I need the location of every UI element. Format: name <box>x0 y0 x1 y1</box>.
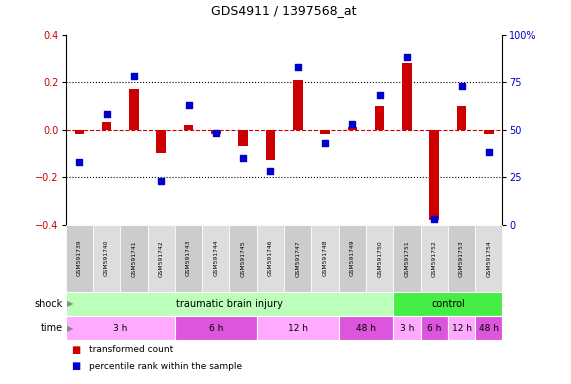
Point <box>348 121 357 127</box>
Text: GSM591751: GSM591751 <box>404 240 409 276</box>
Bar <box>457 106 467 130</box>
Text: 12 h: 12 h <box>452 324 472 333</box>
Bar <box>320 130 330 134</box>
Text: GSM591739: GSM591739 <box>77 240 82 276</box>
Text: GSM591752: GSM591752 <box>432 240 437 276</box>
Text: GSM591746: GSM591746 <box>268 240 273 276</box>
Point <box>102 111 111 118</box>
Point <box>484 149 493 156</box>
Text: GSM591744: GSM591744 <box>214 240 218 276</box>
Point <box>184 102 193 108</box>
Text: ■: ■ <box>71 345 81 355</box>
Text: GSM591750: GSM591750 <box>377 240 382 276</box>
Point <box>130 73 139 79</box>
Text: 48 h: 48 h <box>356 324 376 333</box>
Bar <box>75 130 84 134</box>
Text: traumatic brain injury: traumatic brain injury <box>176 299 283 309</box>
Text: 12 h: 12 h <box>288 324 308 333</box>
Bar <box>266 130 275 161</box>
Point <box>293 64 302 70</box>
Text: control: control <box>431 299 465 309</box>
Bar <box>402 63 412 130</box>
Text: 48 h: 48 h <box>479 324 499 333</box>
Point <box>403 54 412 60</box>
Point <box>320 140 329 146</box>
Bar <box>484 130 493 134</box>
Point <box>375 92 384 98</box>
Text: transformed count: transformed count <box>89 345 173 354</box>
Text: GSM591753: GSM591753 <box>459 240 464 276</box>
Point <box>429 216 439 222</box>
Bar <box>211 130 220 134</box>
Text: GSM591740: GSM591740 <box>104 240 109 276</box>
Point <box>457 83 466 89</box>
Text: GSM591745: GSM591745 <box>240 240 246 276</box>
Text: GSM591742: GSM591742 <box>159 240 164 276</box>
Bar <box>156 130 166 153</box>
Text: 3 h: 3 h <box>113 324 127 333</box>
Point <box>156 178 166 184</box>
Bar <box>129 89 139 130</box>
Text: ■: ■ <box>71 361 81 371</box>
Point <box>266 168 275 174</box>
Text: 6 h: 6 h <box>427 324 441 333</box>
Text: GSM591748: GSM591748 <box>323 240 328 276</box>
Bar <box>375 106 384 130</box>
Text: GSM591747: GSM591747 <box>295 240 300 276</box>
Bar <box>429 130 439 220</box>
Point <box>211 130 220 136</box>
Point <box>75 159 84 165</box>
Text: GSM591741: GSM591741 <box>131 240 136 276</box>
Text: GSM591743: GSM591743 <box>186 240 191 276</box>
Text: GSM591749: GSM591749 <box>350 240 355 276</box>
Text: shock: shock <box>35 299 63 309</box>
Bar <box>348 127 357 130</box>
Bar <box>293 80 303 130</box>
Bar <box>184 125 194 130</box>
Text: percentile rank within the sample: percentile rank within the sample <box>89 362 242 371</box>
Text: time: time <box>41 323 63 333</box>
Text: 6 h: 6 h <box>208 324 223 333</box>
Bar <box>102 122 111 130</box>
Text: 3 h: 3 h <box>400 324 414 333</box>
Text: GSM591754: GSM591754 <box>486 240 491 276</box>
Text: ▶: ▶ <box>67 300 73 308</box>
Point <box>239 155 248 161</box>
Bar <box>238 130 248 146</box>
Text: GDS4911 / 1397568_at: GDS4911 / 1397568_at <box>211 4 357 17</box>
Text: ▶: ▶ <box>67 324 73 333</box>
